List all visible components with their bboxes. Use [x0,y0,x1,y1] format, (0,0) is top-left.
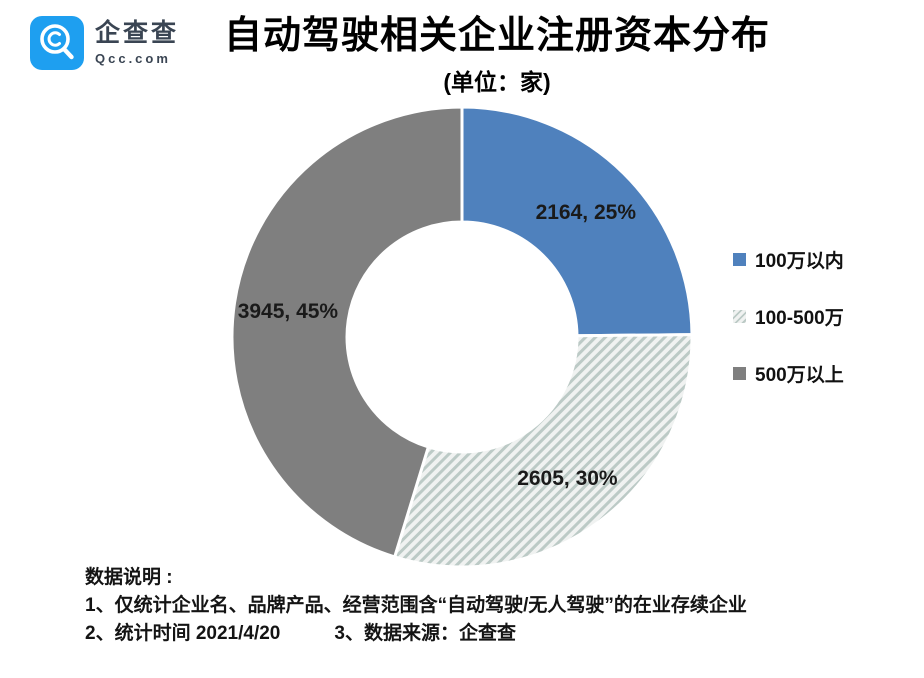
segment-data-label-1: 2605, 30% [517,467,618,490]
legend: 100万以内 100-500万 500万以上 [733,246,844,387]
donut-segment-2 [230,105,464,559]
page-title: 自动驾驶相关企业注册资本分布 [223,15,770,57]
magnifier-icon [40,24,74,60]
legend-label: 500万以上 [755,365,844,386]
notes-line-1: 1、仅统计企业名、品牌产品、经营范围含“自动驾驶/无人驾驶”的在业存续企业 [85,595,747,616]
segment-data-label-0: 2164, 25% [536,201,637,224]
legend-swatch-blue-icon [733,253,746,266]
donut-segment-1 [393,333,694,569]
qcc-logo-name: 企查查 [95,19,180,48]
legend-label: 100-500万 [755,308,844,329]
legend-item-over-500w: 500万以上 [733,360,844,387]
notes-stat-time: 2、统计时间 2021/4/20 [85,623,281,644]
qcc-logo: 企查查 Qcc.com [30,16,179,70]
notes-line-2: 2、统计时间 2021/4/20 3、数据来源：企查查 [85,620,747,648]
legend-swatch-gray-icon [733,367,746,380]
legend-swatch-hatch-icon [733,310,746,323]
legend-item-100w-500w: 100-500万 [733,303,844,330]
qcc-logo-icon [30,16,84,70]
notes-heading: 数据说明 : [85,567,173,588]
segment-data-label-2: 3945, 45% [238,300,339,323]
donut-segments [230,105,694,569]
unit-label: (单位：家) [443,68,551,95]
legend-label: 100万以内 [755,251,844,272]
donut-labels: 2164, 25% 2605, 30% 3945, 45% [238,201,637,490]
qcc-logo-domain: Qcc.com [95,50,171,66]
donut-segment-0 [460,105,694,338]
legend-item-under-100w: 100万以内 [733,246,844,273]
qcc-logo-text: 企查查 Qcc.com [95,19,180,66]
data-notes: 数据说明 : 1、仅统计企业名、品牌产品、经营范围含“自动驾驶/无人驾驶”的在业… [85,564,747,648]
notes-data-source: 3、数据来源：企查查 [334,623,516,644]
header: 自动驾驶相关企业注册资本分布 (单位：家) [70,14,924,97]
